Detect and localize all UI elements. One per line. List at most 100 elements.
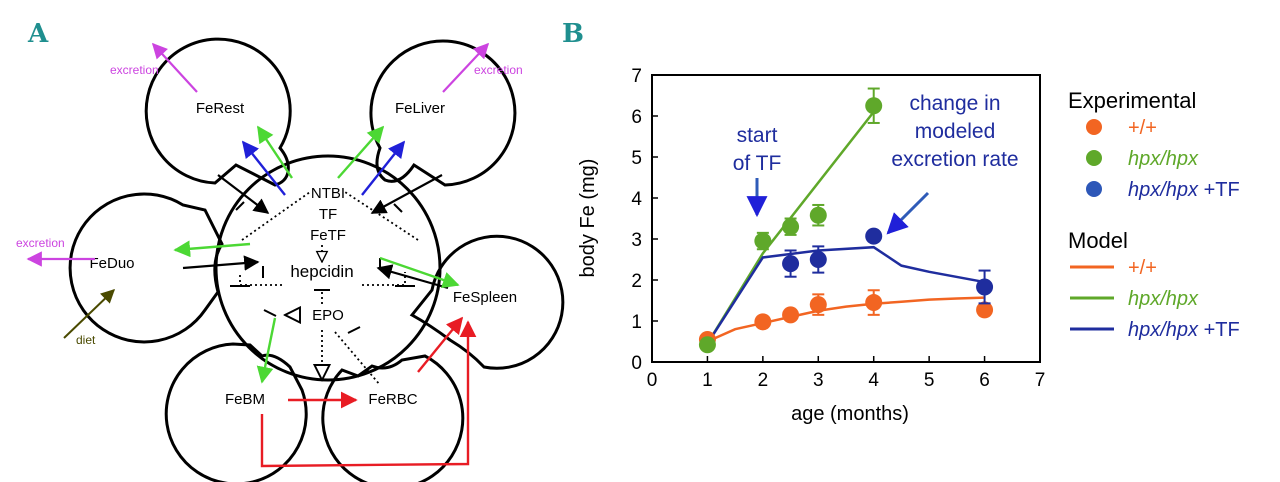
annotation-change-line1: change in — [909, 92, 1000, 115]
x-tick-label: 2 — [758, 370, 769, 391]
y-tick-label: 4 — [631, 189, 642, 210]
legend-model-label-hpxtf-name: hpx/hpx — [1128, 319, 1199, 341]
data-point-series-1 — [754, 231, 772, 251]
panel-b: B 0 1 2 3 4 5 6 7 0 1 2 3 4 5 6 7 age (months) body Fe… — [562, 19, 1240, 425]
legend-exp-marker-wt — [1086, 119, 1102, 135]
label-febm: FeBM — [225, 391, 265, 408]
data-marker — [754, 232, 772, 250]
data-point-series-1 — [698, 336, 716, 354]
annotation-start-line1: start — [737, 124, 778, 147]
data-point-series-0 — [809, 293, 827, 316]
x-tick-label: 7 — [1035, 370, 1046, 391]
data-point-series-2 — [809, 245, 827, 274]
data-point-series-0 — [976, 301, 994, 319]
data-point-series-2 — [865, 227, 883, 245]
label-excretion-duo: excretion — [16, 236, 65, 250]
label-feduo: FeDuo — [89, 255, 134, 272]
y-tick-label: 5 — [631, 148, 642, 169]
compartment-feduo — [68, 192, 224, 344]
inhibition-bars — [230, 201, 415, 334]
data-marker — [865, 227, 883, 245]
data-point-series-2 — [782, 249, 800, 278]
label-epo: EPO — [312, 307, 344, 324]
x-tick-label: 1 — [702, 370, 713, 391]
panel-b-letter: B — [562, 19, 584, 49]
annotation-change-line3: excretion rate — [891, 148, 1018, 171]
panel-a: A FeRest FeLiver FeDuo FeSpleen FeBM FeR… — [16, 19, 565, 482]
data-point-series-1 — [809, 203, 827, 227]
legend-exp-marker-hpxtf — [1086, 181, 1102, 197]
y-tick-label: 1 — [631, 312, 642, 333]
data-marker — [809, 251, 827, 268]
data-marker — [976, 278, 994, 296]
data-marker — [809, 296, 827, 314]
x-tick-label: 5 — [924, 370, 935, 391]
label-fespleen: FeSpleen — [453, 289, 517, 306]
x-tick-label: 6 — [979, 370, 990, 391]
legend-model-label-wt: +/+ — [1128, 257, 1157, 279]
blue-flows — [241, 140, 406, 196]
label-diet: diet — [76, 333, 96, 347]
y-axis-title: body Fe (mg) — [577, 159, 599, 278]
x-tick-label: 3 — [813, 370, 824, 391]
data-marker — [698, 336, 716, 354]
label-excretion-liver: excretion — [474, 63, 523, 77]
y-tick-label: 0 — [631, 353, 642, 374]
legend-exp-marker-hpx — [1086, 150, 1102, 166]
red-flows — [260, 316, 477, 468]
data-marker — [865, 97, 883, 115]
data-point-series-1 — [782, 217, 800, 236]
label-ferbc: FeRBC — [368, 391, 417, 408]
label-ferest: FeRest — [196, 100, 245, 117]
panel-a-letter: A — [27, 19, 49, 49]
x-tick-label: 0 — [647, 370, 658, 391]
legend-model-heading: Model — [1068, 228, 1128, 253]
plot-frame — [651, 74, 1041, 363]
x-axis: 0 1 2 3 4 5 6 7 — [647, 356, 1046, 391]
model-line-series-0 — [706, 296, 985, 343]
legend-exp-label-wt: +/+ — [1128, 117, 1157, 139]
label-excretion-rest: excretion — [110, 63, 159, 77]
data-point-series-0 — [754, 313, 772, 331]
data-point-series-1 — [865, 87, 883, 124]
x-tick-label: 4 — [868, 370, 879, 391]
data-marker — [754, 313, 772, 331]
data-marker — [976, 301, 994, 319]
y-axis: 0 1 2 3 4 5 6 7 — [631, 66, 658, 374]
data-point-series-0 — [865, 289, 883, 316]
data-point-series-2 — [976, 269, 994, 305]
excretion-flows — [26, 42, 490, 339]
compartment-fespleen — [409, 234, 565, 370]
annotation-change-line2: modeled — [915, 120, 996, 143]
compartment-ferbc — [321, 354, 465, 482]
green-flows — [173, 125, 460, 384]
data-marker — [782, 255, 800, 273]
legend: Experimental +/+ hpx/hpx hpx/hpx +TF Mod… — [1068, 88, 1240, 341]
legend-model-label-hpx: hpx/hpx — [1128, 288, 1199, 310]
data-points — [698, 87, 994, 354]
model-lines — [706, 111, 985, 345]
chart-plot-area: 0 1 2 3 4 5 6 7 0 1 2 3 4 5 6 7 — [631, 66, 1045, 391]
y-tick-label: 6 — [631, 107, 642, 128]
legend-exp-label-hpx: hpx/hpx — [1128, 148, 1199, 170]
black-flows — [182, 174, 449, 290]
legend-exp-label-hpxtf: hpx/hpx +TF — [1128, 179, 1240, 201]
label-tf: TF — [319, 206, 337, 223]
legend-model-label-hpxtf: hpx/hpx +TF — [1128, 319, 1240, 341]
annotation-change-arrow — [886, 191, 930, 235]
label-feliver: FeLiver — [395, 100, 445, 117]
legend-experimental-heading: Experimental — [1068, 88, 1196, 113]
legend-exp-label-hpxtf-suffix: +TF — [1198, 179, 1240, 201]
data-marker — [782, 306, 800, 324]
label-fetf: FeTF — [310, 227, 346, 244]
data-marker — [865, 294, 883, 312]
y-tick-label: 7 — [631, 66, 642, 87]
y-tick-label: 3 — [631, 230, 642, 251]
label-ntbi: NTBI — [311, 185, 345, 202]
label-hepcidin: hepcidin — [290, 262, 353, 281]
y-tick-label: 2 — [631, 271, 642, 292]
compartment-feliver — [369, 39, 517, 187]
model-line-series-2 — [706, 245, 985, 345]
legend-model-label-hpxtf-suffix: +TF — [1198, 319, 1240, 341]
